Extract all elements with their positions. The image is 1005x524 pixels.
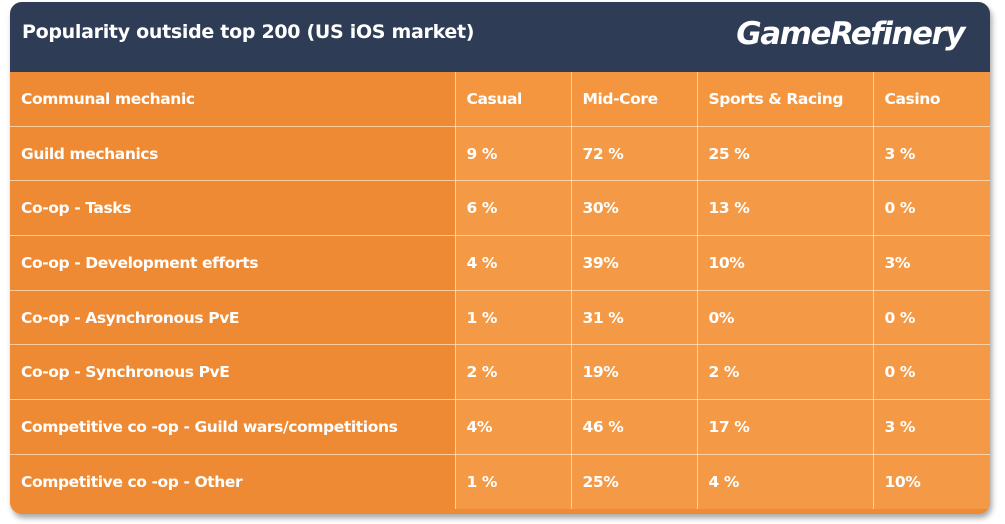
table-row: Guild mechanics 9 % 72 % 25 % 3 %	[10, 126, 990, 182]
table-cell: 46 %	[571, 399, 698, 455]
table-row: Competitive co -op - Guild wars/competit…	[10, 399, 990, 455]
table-cell: 6 %	[455, 180, 572, 237]
column-header: Communal mechanic	[10, 72, 456, 127]
table-cell: 4 %	[455, 235, 572, 291]
table-row: Co-op - Development efforts 4 % 39% 10% …	[10, 235, 990, 291]
table-cell: 4 %	[697, 454, 874, 509]
table-cell: 19%	[571, 344, 698, 401]
row-label: Co-op - Asynchronous PvE	[10, 290, 456, 346]
table-cell: 0%	[697, 290, 874, 346]
table-cell: 3%	[873, 235, 990, 291]
table-row: Co-op - Asynchronous PvE 1 % 31 % 0% 0 %	[10, 290, 990, 346]
table-cell: 31 %	[571, 290, 698, 346]
table-cell: 0 %	[873, 344, 990, 401]
table-cell: 17 %	[697, 399, 874, 455]
row-label: Co-op - Tasks	[10, 180, 456, 237]
table-cell: 3 %	[873, 126, 990, 182]
table-cell: 25 %	[697, 126, 874, 182]
column-header: Mid-Core	[571, 72, 698, 127]
table-cell: 4%	[455, 399, 572, 455]
table-cell: 72 %	[571, 126, 698, 182]
table-row: Co-op - Tasks 6 % 30% 13 % 0 %	[10, 180, 990, 237]
row-label: Competitive co -op - Other	[10, 454, 456, 509]
column-header: Sports & Racing	[697, 72, 874, 127]
table-cell: 2 %	[455, 344, 572, 401]
table-cell: 1 %	[455, 454, 572, 509]
table-header-row: Communal mechanic Casual Mid-Core Sports…	[10, 72, 990, 127]
table-row: Co-op - Synchronous PvE 2 % 19% 2 % 0 %	[10, 344, 990, 401]
table-cell: 0 %	[873, 290, 990, 346]
table-cell: 39%	[571, 235, 698, 291]
table-cell: 9 %	[455, 126, 572, 182]
table-cell: 13 %	[697, 180, 874, 237]
popularity-table-card: Popularity outside top 200 (US iOS marke…	[10, 2, 990, 514]
table-cell: 2 %	[697, 344, 874, 401]
header-bar: Popularity outside top 200 (US iOS marke…	[10, 2, 990, 72]
page-title: Popularity outside top 200 (US iOS marke…	[22, 21, 475, 43]
table-cell: 1 %	[455, 290, 572, 346]
row-label: Guild mechanics	[10, 126, 456, 182]
table-cell: 25%	[571, 454, 698, 509]
table-cell: 3 %	[873, 399, 990, 455]
table-cell: 0 %	[873, 180, 990, 237]
row-label: Co-op - Development efforts	[10, 235, 456, 291]
row-label: Co-op - Synchronous PvE	[10, 344, 456, 401]
gamerefinery-logo: GameRefinery	[736, 16, 965, 52]
table-cell: 10%	[697, 235, 874, 291]
communal-mechanics-table: Communal mechanic Casual Mid-Core Sports…	[10, 72, 990, 509]
table-cell: 30%	[571, 180, 698, 237]
column-header: Casino	[873, 72, 990, 127]
column-header: Casual	[455, 72, 572, 127]
table-cell: 10%	[873, 454, 990, 509]
table-row: Competitive co -op - Other 1 % 25% 4 % 1…	[10, 454, 990, 509]
row-label: Competitive co -op - Guild wars/competit…	[10, 399, 456, 455]
